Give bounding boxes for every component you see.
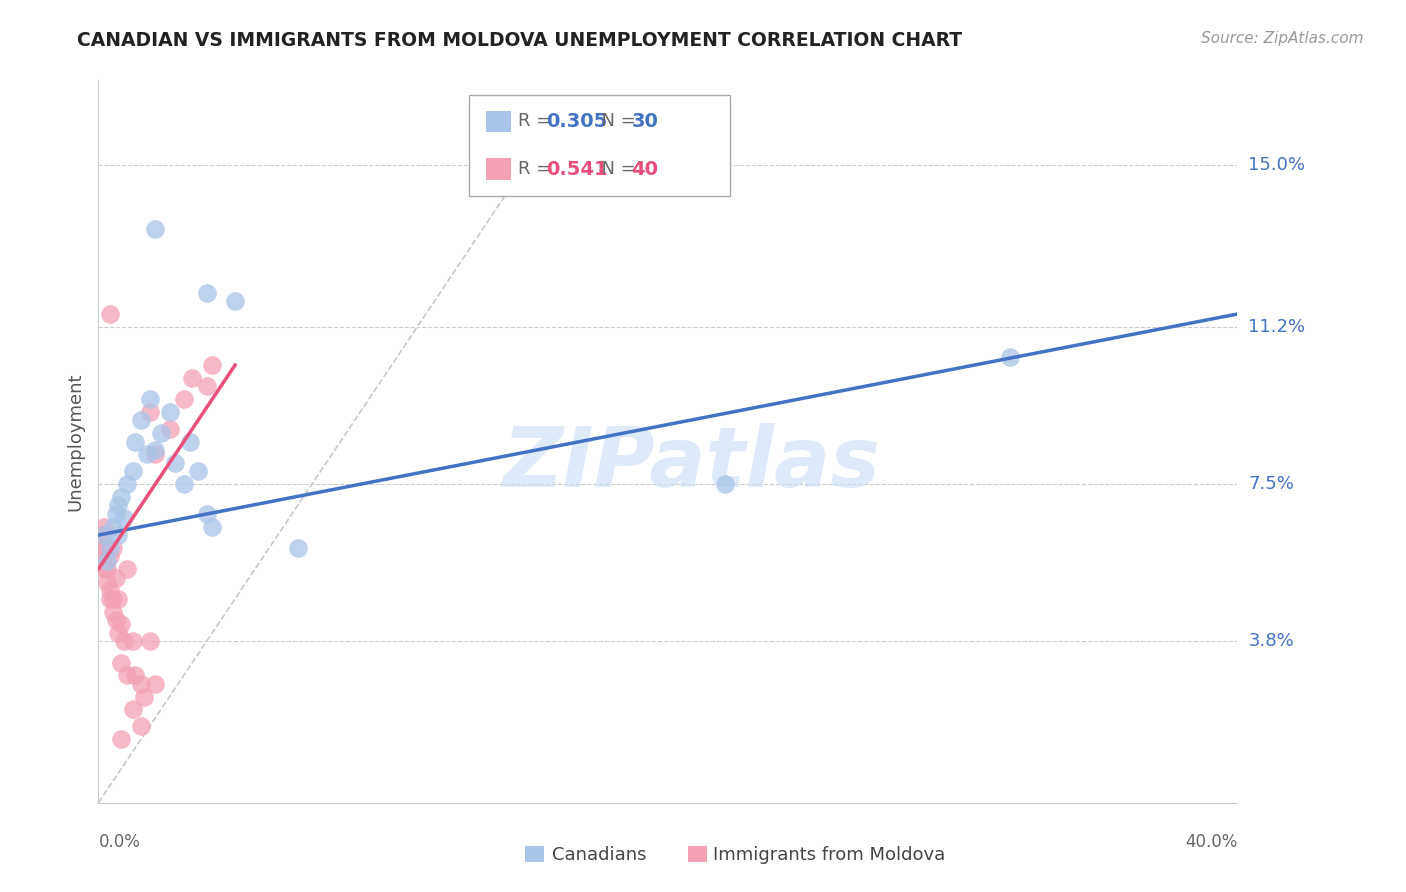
Text: CANADIAN VS IMMIGRANTS FROM MOLDOVA UNEMPLOYMENT CORRELATION CHART: CANADIAN VS IMMIGRANTS FROM MOLDOVA UNEM… [77, 31, 963, 50]
Point [121, 634, 143, 648]
Text: N =: N = [591, 161, 643, 178]
Point [129, 413, 152, 427]
Point [110, 656, 132, 670]
Point [150, 425, 173, 440]
Text: R =: R = [517, 161, 557, 178]
Point [93, 519, 115, 533]
FancyBboxPatch shape [689, 847, 707, 862]
Point [98, 541, 121, 555]
Y-axis label: Unemployment: Unemployment [66, 372, 84, 511]
Point [145, 443, 167, 458]
Point [173, 477, 195, 491]
Text: 0.305: 0.305 [546, 112, 607, 131]
Point [159, 405, 181, 419]
FancyBboxPatch shape [485, 111, 510, 132]
Text: 30: 30 [631, 112, 658, 131]
Text: 40: 40 [631, 160, 658, 178]
Point [101, 605, 124, 619]
Point [93, 528, 115, 542]
Point [112, 511, 135, 525]
Point [107, 528, 129, 542]
Text: 40.0%: 40.0% [1185, 833, 1237, 851]
Point [107, 591, 129, 606]
Point [104, 613, 127, 627]
Point [101, 591, 124, 606]
Point [159, 422, 181, 436]
Point [145, 222, 167, 236]
Point [145, 677, 167, 691]
Point [112, 634, 135, 648]
Text: N =: N = [591, 112, 643, 130]
Point [98, 591, 121, 606]
Point [138, 405, 160, 419]
Point [201, 358, 224, 372]
Point [115, 562, 138, 576]
Point [138, 392, 160, 406]
Text: R =: R = [517, 112, 557, 130]
Point [121, 464, 143, 478]
Point [224, 294, 246, 309]
Point [107, 498, 129, 512]
Point [181, 371, 204, 385]
Point [129, 719, 152, 733]
Text: Source: ZipAtlas.com: Source: ZipAtlas.com [1201, 31, 1364, 46]
Point [121, 702, 143, 716]
Point [101, 541, 124, 555]
Point [998, 350, 1021, 364]
Text: 0.541: 0.541 [546, 160, 607, 178]
Text: 15.0%: 15.0% [1249, 156, 1305, 174]
Point [98, 307, 121, 321]
Point [96, 553, 118, 567]
Point [110, 617, 132, 632]
Point [104, 507, 127, 521]
Point [98, 583, 121, 598]
Point [93, 549, 115, 564]
Point [173, 392, 195, 406]
Point [124, 434, 146, 449]
Point [179, 434, 201, 449]
Point [93, 562, 115, 576]
Point [96, 574, 118, 589]
Point [101, 519, 124, 533]
Point [145, 447, 167, 461]
Point [714, 477, 737, 491]
FancyBboxPatch shape [468, 95, 731, 196]
Point [187, 464, 209, 478]
Point [115, 477, 138, 491]
Point [107, 625, 129, 640]
Text: ZIPatlas: ZIPatlas [502, 423, 880, 504]
Text: 3.8%: 3.8% [1249, 632, 1294, 650]
Point [110, 732, 132, 747]
Point [96, 541, 118, 555]
Text: 0.0%: 0.0% [98, 833, 141, 851]
Text: 11.2%: 11.2% [1249, 318, 1306, 335]
Point [135, 447, 157, 461]
Point [201, 519, 224, 533]
Text: 7.5%: 7.5% [1249, 475, 1295, 493]
Point [165, 456, 187, 470]
Point [90, 541, 112, 555]
Point [287, 541, 309, 555]
Point [195, 507, 218, 521]
Point [98, 549, 121, 564]
Point [132, 690, 155, 704]
Point [90, 528, 112, 542]
Point [104, 570, 127, 584]
Text: Canadians: Canadians [551, 846, 647, 863]
Point [96, 562, 118, 576]
Point [195, 379, 218, 393]
Point [110, 490, 132, 504]
FancyBboxPatch shape [485, 158, 510, 180]
Point [124, 668, 146, 682]
Point [195, 285, 218, 300]
FancyBboxPatch shape [526, 847, 544, 862]
Point [129, 677, 152, 691]
Point [115, 668, 138, 682]
Text: Immigrants from Moldova: Immigrants from Moldova [713, 846, 946, 863]
Point [138, 634, 160, 648]
